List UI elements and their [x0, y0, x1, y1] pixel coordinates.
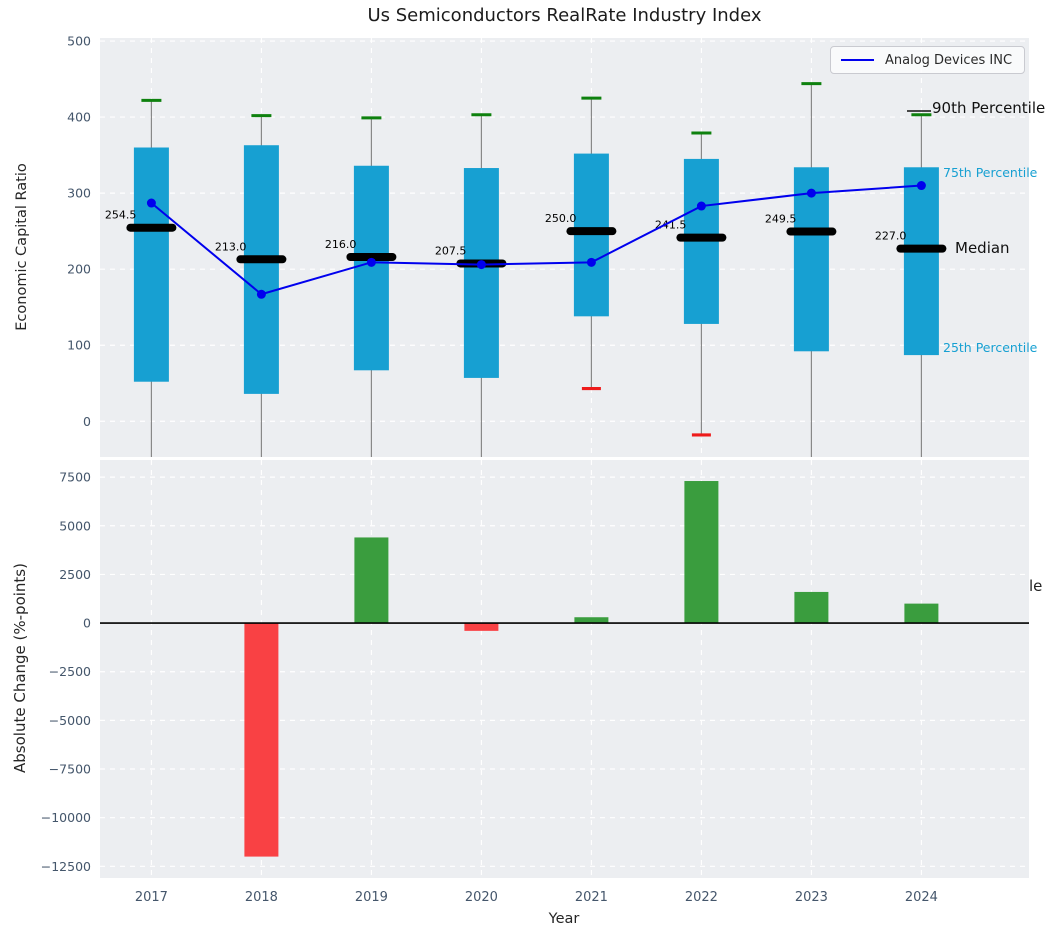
series-marker-2020 [476, 260, 486, 270]
change-bar-2021 [574, 617, 609, 624]
xtick-label-2024: 2024 [905, 890, 938, 905]
series-marker-2017 [146, 198, 156, 208]
bottom-ytick-label: −5000 [49, 713, 91, 728]
bottom-ytick-label: 2500 [59, 567, 91, 582]
xtick-label-2017: 2017 [135, 890, 168, 905]
median-value-label: 250.0 [545, 212, 577, 225]
top-ytick-label: 400 [67, 110, 91, 125]
xtick-label-2021: 2021 [575, 890, 608, 905]
xtick-label-2022: 2022 [685, 890, 718, 905]
box-2017 [133, 147, 169, 382]
series-marker-2021 [586, 257, 596, 267]
median-value-label: 207.5 [435, 244, 467, 257]
series-line-analog-devices [150, 184, 922, 296]
median-value-label: 216.0 [325, 238, 357, 251]
box-2024 [903, 167, 939, 356]
median-value-label: 249.5 [765, 213, 797, 226]
median-value-label: 254.5 [105, 209, 137, 222]
legend: Analog Devices INC [830, 46, 1026, 74]
bottom-ytick-label: 7500 [59, 470, 91, 485]
series-marker-2018 [256, 289, 266, 299]
xtick-label-2020: 2020 [465, 890, 498, 905]
bottom-ytick-label: −7500 [49, 762, 91, 777]
change-bar-2018 [244, 623, 279, 857]
median-value-label: 241.5 [655, 219, 687, 232]
bottom-ytick-label: 5000 [59, 518, 91, 533]
change-bar-2023 [794, 591, 829, 624]
median-value-label: 227.0 [875, 230, 907, 243]
median-value-label: 213.0 [215, 240, 247, 253]
xtick-label-2023: 2023 [795, 890, 828, 905]
annotation-75th-percentile: 75th Percentile [943, 165, 1038, 180]
y-axis-label-bottom: Absolute Change (%-points) [11, 563, 29, 773]
xtick-label-2018: 2018 [245, 890, 278, 905]
bottom-plot-background [100, 460, 1029, 878]
bottom-ytick-label: −12500 [41, 859, 91, 874]
bottom-ytick-label: −10000 [41, 810, 91, 825]
top-ytick-label: 0 [83, 414, 91, 429]
bottom-ytick-label: −2500 [49, 664, 91, 679]
y-axis-label-top: Economic Capital Ratio [14, 163, 30, 331]
box-2023 [793, 167, 829, 352]
change-bar-2020 [464, 623, 499, 631]
series-marker-2023 [806, 188, 816, 198]
top-ytick-label: 100 [67, 338, 91, 353]
series-marker-2019 [366, 257, 376, 267]
annotation-clipped-label: le [1029, 577, 1043, 595]
change-bar-2019 [354, 537, 389, 624]
xtick-label-2019: 2019 [355, 890, 388, 905]
top-ytick-label: 200 [67, 262, 91, 277]
annotation-25th-percentile: 25th Percentile [943, 340, 1038, 355]
box-2018 [243, 145, 279, 394]
legend-label: Analog Devices INC [885, 52, 1013, 68]
annotation-median: Median [955, 239, 1010, 257]
box-2019 [353, 165, 389, 371]
box-2020 [463, 168, 499, 378]
x-axis-label: Year [548, 911, 580, 927]
change-bar-2022 [684, 481, 719, 624]
chart-title: Us Semiconductors RealRate Industry Inde… [367, 5, 762, 26]
legend-line-sample-icon [841, 59, 874, 61]
top-ytick-label: 300 [67, 186, 91, 201]
change-bar-2024 [904, 603, 939, 624]
series-marker-2024 [916, 181, 926, 191]
top-ytick-label: 500 [67, 34, 91, 49]
bottom-ytick-label: 0 [83, 616, 91, 631]
annotation-90th-percentile: 90th Percentile [932, 99, 1046, 117]
series-marker-2022 [696, 201, 706, 211]
